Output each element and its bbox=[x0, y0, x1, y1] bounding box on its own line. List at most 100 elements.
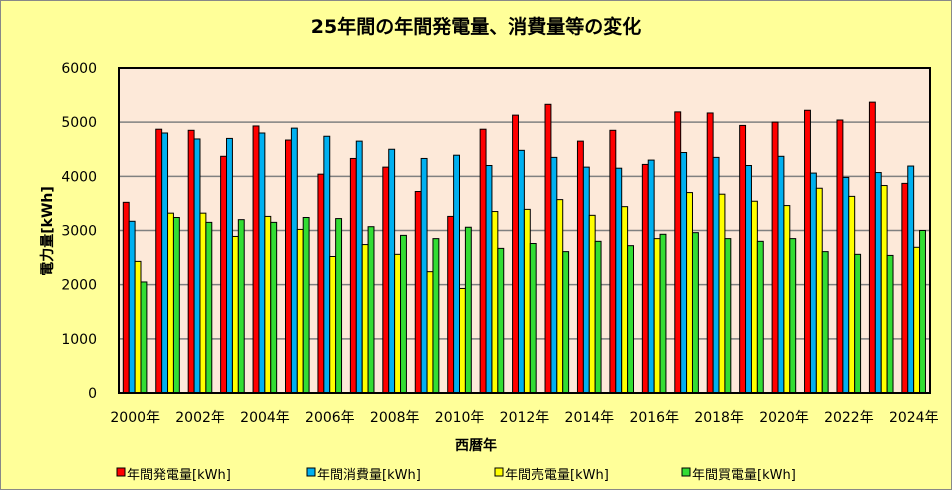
bar bbox=[296, 228, 304, 394]
bar bbox=[609, 129, 617, 394]
y-tick-labels: 0 1000 2000 3000 4000 5000 6000 bbox=[61, 61, 97, 402]
x-tick-label: 2018年 bbox=[694, 410, 744, 426]
bar bbox=[231, 235, 239, 394]
bar bbox=[491, 211, 499, 394]
bar bbox=[621, 206, 629, 394]
bars bbox=[122, 101, 926, 394]
bar bbox=[414, 191, 422, 394]
bar bbox=[647, 159, 655, 394]
bar bbox=[804, 109, 811, 394]
x-tick-label: 2000年 bbox=[110, 410, 160, 426]
bar bbox=[426, 271, 434, 394]
x-axis-title: 西暦年 bbox=[455, 437, 497, 454]
bar bbox=[907, 165, 915, 394]
bar bbox=[512, 114, 519, 394]
bar bbox=[529, 243, 537, 394]
bar bbox=[464, 226, 472, 394]
bar bbox=[220, 155, 228, 394]
bar bbox=[789, 238, 797, 394]
bar bbox=[777, 155, 785, 394]
bar bbox=[479, 128, 487, 394]
x-tick-label: 2006年 bbox=[305, 410, 355, 426]
bar bbox=[155, 128, 163, 394]
bar bbox=[161, 132, 169, 394]
bar bbox=[517, 149, 525, 394]
bar bbox=[128, 220, 136, 394]
bar bbox=[302, 217, 310, 394]
bar bbox=[556, 199, 564, 394]
bar bbox=[400, 234, 407, 394]
bar bbox=[868, 101, 876, 394]
bar bbox=[901, 182, 909, 394]
bar bbox=[140, 281, 148, 394]
bar bbox=[453, 154, 461, 394]
bar bbox=[226, 137, 233, 394]
bar bbox=[815, 187, 823, 394]
bar bbox=[122, 201, 130, 394]
bar bbox=[205, 221, 213, 394]
bar bbox=[193, 138, 201, 394]
bar bbox=[836, 119, 844, 394]
y-axis-title: 電力量[kWh] bbox=[39, 186, 56, 276]
bar bbox=[562, 251, 570, 394]
bar bbox=[659, 233, 667, 394]
bar bbox=[674, 111, 682, 394]
x-tick-label: 2016年 bbox=[629, 410, 679, 426]
y-tick-label: 5000 bbox=[61, 115, 97, 131]
x-tick-label: 2022年 bbox=[824, 410, 874, 426]
bar bbox=[880, 185, 888, 394]
bar bbox=[874, 172, 882, 394]
bar bbox=[594, 240, 602, 394]
bar bbox=[349, 157, 357, 394]
y-tick-label: 6000 bbox=[61, 61, 97, 77]
bar bbox=[783, 205, 791, 394]
bar bbox=[382, 166, 390, 394]
bar bbox=[627, 245, 634, 394]
bar bbox=[842, 176, 850, 394]
x-tick-label: 2014年 bbox=[565, 410, 615, 426]
plot-border bbox=[118, 67, 931, 394]
x-tick-label: 2004年 bbox=[240, 410, 290, 426]
bar bbox=[919, 230, 926, 394]
y-tick-label: 4000 bbox=[61, 169, 97, 185]
x-tick-labels: 2000年 2002年 2004年 2006年 2008年 2010年 2012年 2014年… bbox=[110, 410, 938, 426]
bar bbox=[724, 238, 732, 394]
bar bbox=[544, 103, 552, 394]
y-tick-label: 2000 bbox=[61, 278, 97, 294]
bar bbox=[750, 200, 758, 394]
bar bbox=[388, 148, 396, 394]
legend-label: 年間発電量[kWh] bbox=[127, 468, 231, 483]
bar bbox=[756, 240, 764, 394]
bar bbox=[459, 287, 466, 394]
bar bbox=[420, 157, 428, 394]
bar bbox=[270, 221, 278, 394]
legend: 年間発電量[kWh] 年間消費量[kWh] 年間売電量[kWh] 年間買電量[kWh] bbox=[116, 467, 796, 483]
bar bbox=[809, 172, 817, 394]
bar bbox=[641, 163, 649, 394]
bar bbox=[485, 165, 493, 394]
bar bbox=[361, 244, 369, 394]
x-tick-label: 2020年 bbox=[759, 410, 809, 426]
bar bbox=[821, 251, 829, 394]
bar bbox=[913, 246, 921, 394]
y-tick-label: 0 bbox=[88, 386, 97, 402]
bar bbox=[237, 219, 245, 394]
bar bbox=[252, 125, 260, 394]
legend-swatch bbox=[306, 467, 316, 477]
bar bbox=[848, 195, 856, 394]
bar bbox=[285, 139, 292, 394]
bar bbox=[199, 212, 207, 394]
x-tick-label: 2012年 bbox=[500, 410, 550, 426]
bar bbox=[264, 215, 272, 394]
bar bbox=[550, 156, 558, 394]
bar bbox=[686, 192, 693, 394]
bar bbox=[653, 238, 661, 394]
bar bbox=[432, 238, 440, 394]
bar bbox=[771, 121, 779, 394]
bar bbox=[394, 253, 402, 394]
x-tick-label: 2002年 bbox=[175, 410, 225, 426]
legend-label: 年間買電量[kWh] bbox=[692, 468, 796, 483]
chart-title: 25年間の年間発電量、消費量等の変化 bbox=[311, 15, 641, 38]
legend-label: 年間消費量[kWh] bbox=[317, 468, 421, 483]
